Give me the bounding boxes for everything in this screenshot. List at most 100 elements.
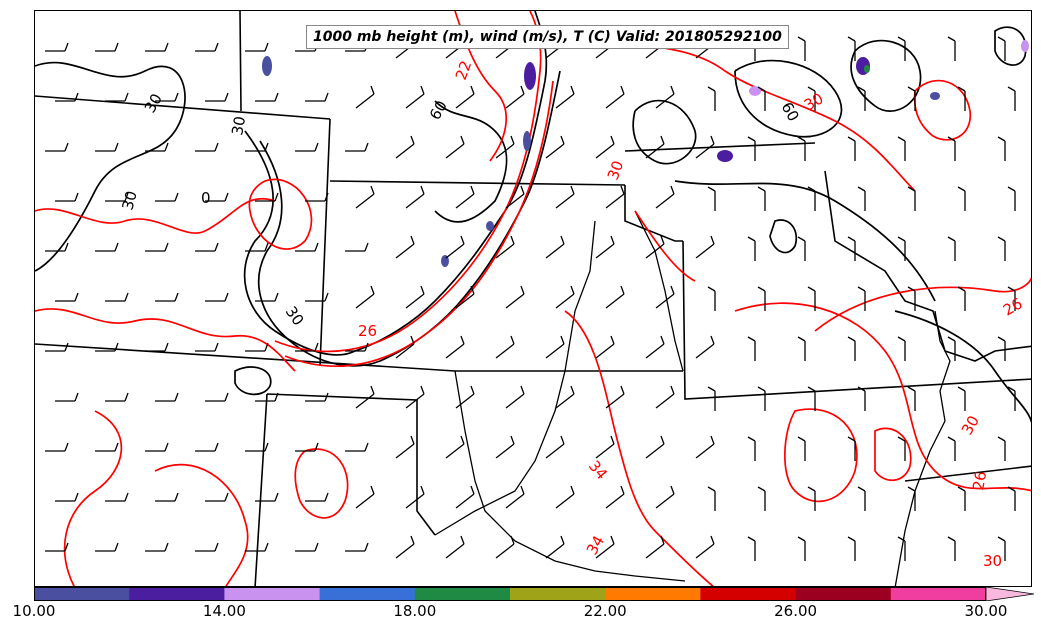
height-contour (734, 59, 843, 138)
height-contour (234, 366, 272, 396)
wind-barb (55, 492, 79, 502)
river-line (894, 310, 951, 586)
wind-barb (595, 535, 615, 559)
temperature-label: 26 (969, 470, 990, 492)
wind-barb (95, 542, 119, 552)
wind-barb (95, 142, 119, 152)
rivers (434, 210, 951, 586)
colorbar-segment (414, 587, 511, 601)
wind-barb (997, 236, 1006, 261)
wind-barb (907, 86, 916, 111)
wind-barb (505, 85, 525, 109)
wind-barb (355, 85, 375, 109)
wind-barb (505, 385, 525, 409)
wind-barb (145, 342, 169, 352)
wind-barb (947, 436, 956, 461)
wind-barb (205, 392, 229, 402)
river-line (454, 370, 686, 582)
wind-barb (605, 485, 625, 509)
temperature-contour (913, 79, 971, 141)
wind-barb (897, 236, 906, 261)
wind-barb (695, 335, 715, 359)
colorbar-segment (129, 587, 225, 601)
colorbar-outline (34, 587, 986, 601)
wind-barb (445, 235, 465, 259)
wind-barb (655, 485, 675, 509)
wind-barb (747, 136, 756, 161)
temperature-contour (63, 410, 123, 586)
map-panel: 22 26 30 30 34 26 30 30 34 26 60 60 30 3… (34, 10, 1032, 587)
wind-barb (495, 135, 515, 159)
wind-barb (305, 192, 329, 202)
colorbar-tick-label: 18.00 (393, 602, 437, 620)
border-line (624, 185, 683, 242)
wind-barb (295, 242, 319, 252)
wind-barb (255, 292, 279, 302)
wind-barb (907, 286, 916, 311)
wind-barb (105, 492, 129, 502)
wind-barb (997, 36, 1006, 61)
wind-barb (155, 392, 179, 402)
height-label: 30 (282, 303, 308, 329)
wind-barb (957, 186, 966, 211)
temperature-contour (154, 463, 249, 586)
wind-barb (305, 492, 329, 502)
height-contour (257, 70, 561, 367)
border-line (254, 393, 268, 586)
wind-barb (957, 86, 966, 111)
wind-barb (807, 386, 816, 411)
wind-barb (645, 235, 665, 259)
temperature-label: 30 (958, 412, 983, 438)
wind-barb (55, 92, 79, 102)
wind-barb (897, 536, 906, 561)
wind-barb (605, 85, 625, 109)
wind-barb (445, 435, 465, 459)
colorbar (34, 587, 1034, 601)
wind-barb (195, 242, 219, 252)
wind-barb (797, 36, 806, 61)
wind-barb (295, 442, 319, 452)
wind-barb (897, 36, 906, 61)
temperature-contour (35, 197, 276, 234)
wind-barb (1007, 186, 1016, 211)
wind-barb (245, 242, 269, 252)
wind-barb (445, 135, 465, 159)
wind-barb (797, 236, 806, 261)
temperature-label: 26 (358, 322, 377, 340)
wind-barb (395, 435, 415, 459)
wind-barb (595, 235, 615, 259)
height-label: 30 (141, 90, 166, 116)
wind-barb (707, 186, 716, 211)
border-line (904, 465, 1031, 482)
wind-barb (55, 292, 79, 302)
colorbar-segment (510, 587, 606, 601)
wind-barb (355, 185, 375, 209)
wind-barb (395, 335, 415, 359)
wind-barb (55, 392, 79, 402)
wind-barb (595, 135, 615, 159)
wind-barb (245, 142, 269, 152)
wind-barb (695, 435, 715, 459)
wind-barb (105, 292, 129, 302)
wind-barb (455, 85, 475, 109)
temperature-contour (874, 427, 912, 481)
temperature-contour (814, 276, 1031, 332)
wind-barb (145, 142, 169, 152)
wind-barb (45, 142, 69, 152)
wind-barb (797, 136, 806, 161)
wind-barb (195, 442, 219, 452)
wind-barb (757, 386, 766, 411)
border-line (35, 95, 331, 120)
wind-barb (345, 242, 369, 252)
temperature-label: 34 (583, 532, 608, 558)
colorbar-tick-label: 10.00 (12, 602, 56, 620)
wind-barb (947, 336, 956, 361)
colorbar-segments (34, 587, 987, 601)
height-contour (994, 26, 1027, 66)
wind-barb (295, 542, 319, 552)
temperature-label: 30 (604, 158, 627, 182)
wind-barb (395, 235, 415, 259)
wind-barb (857, 486, 866, 511)
wind-barb (145, 242, 169, 252)
precipitation-blobs (262, 40, 1029, 267)
